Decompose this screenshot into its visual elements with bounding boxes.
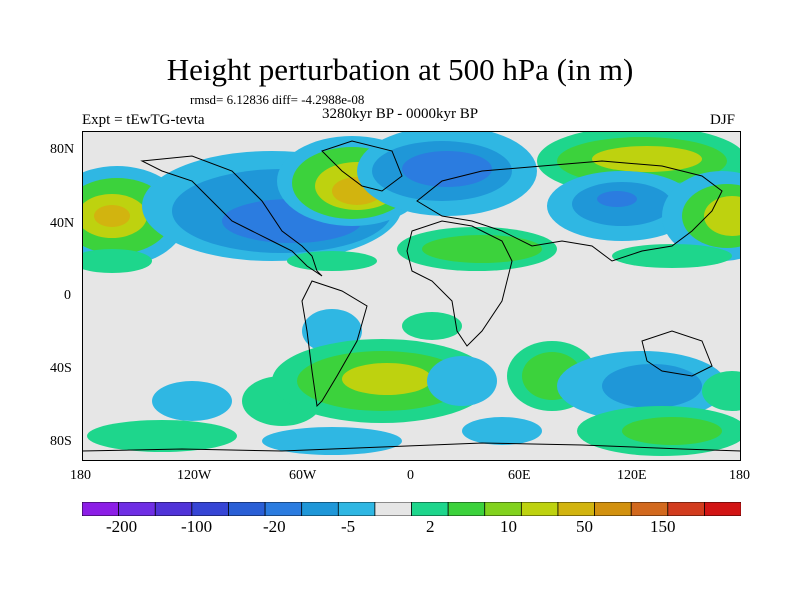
colorbar-swatch xyxy=(411,502,449,516)
colorbar-swatch xyxy=(337,502,376,516)
rmsd-diff-stats: rmsd= 6.12836 diff= -4.2988e-08 xyxy=(190,92,365,107)
lat-label-eq: 0 xyxy=(64,288,71,303)
colorbar-swatch xyxy=(301,502,339,516)
lat-label-80n: 80N xyxy=(50,142,75,157)
colorbar-swatch xyxy=(667,502,705,516)
colorbar-label-150: 150 xyxy=(650,517,676,536)
colorbar-swatch xyxy=(703,502,741,516)
colorbar-label-50: 50 xyxy=(576,517,593,536)
plot-title: Height perturbation at 500 hPa (in m) xyxy=(166,52,634,87)
anomaly-south-atlantic-pos xyxy=(272,339,492,423)
lon-label-180w: 180 xyxy=(70,468,91,483)
season-label: DJF xyxy=(710,112,736,128)
colorbar-swatch xyxy=(118,502,156,516)
colorbar-swatch xyxy=(630,502,669,516)
lon-label-60e: 60E xyxy=(508,468,531,483)
coastlines xyxy=(82,140,741,452)
colorbar-label-m100: -100 xyxy=(181,517,213,536)
lon-label-180e: 180 xyxy=(729,468,750,483)
anomaly-eurasia-neg xyxy=(357,131,537,216)
colorbar-label-m20: -20 xyxy=(263,517,286,536)
experiment-label: Expt = tEwTG-tevta xyxy=(82,112,205,128)
anomaly-asia-neg xyxy=(547,171,697,241)
lon-label-120e: 120E xyxy=(617,468,647,483)
lon-label-120w: 120W xyxy=(177,468,212,483)
lat-label-40n: 40N xyxy=(50,216,75,231)
anomaly-subtropic-bands xyxy=(82,244,732,273)
colorbar-swatch xyxy=(82,502,120,516)
colorbar-swatch xyxy=(447,502,486,516)
map-frame xyxy=(82,131,741,461)
colorbar-label-m5: -5 xyxy=(341,517,356,536)
colorbar-swatch xyxy=(191,502,230,516)
colorbar-swatch xyxy=(374,502,413,516)
colorbar xyxy=(82,502,741,516)
colorbar-label-m200: -200 xyxy=(106,517,138,536)
anomaly-indian-ocean xyxy=(557,351,741,456)
colorbar-swatch xyxy=(520,502,559,516)
colorbar-swatch xyxy=(484,502,522,516)
time-period-label: 3280kyr BP - 0000kyr BP xyxy=(322,106,479,122)
lat-label-40s: 40S xyxy=(50,361,72,376)
colorbar-label-10: 10 xyxy=(500,517,517,536)
colorbar-swatch xyxy=(594,502,632,516)
height-perturbation-map xyxy=(82,131,741,461)
colorbar-swatch xyxy=(557,502,596,516)
colorbar-swatch xyxy=(228,502,266,516)
anomaly-north-africa-pos xyxy=(397,227,557,271)
lon-label-0: 0 xyxy=(407,468,414,483)
colorbar-label-2: 2 xyxy=(426,517,435,536)
lat-label-80s: 80S xyxy=(50,434,72,449)
colorbar-swatch xyxy=(154,502,193,516)
lon-label-60w: 60W xyxy=(289,468,317,483)
colorbar-swatch xyxy=(264,502,303,516)
